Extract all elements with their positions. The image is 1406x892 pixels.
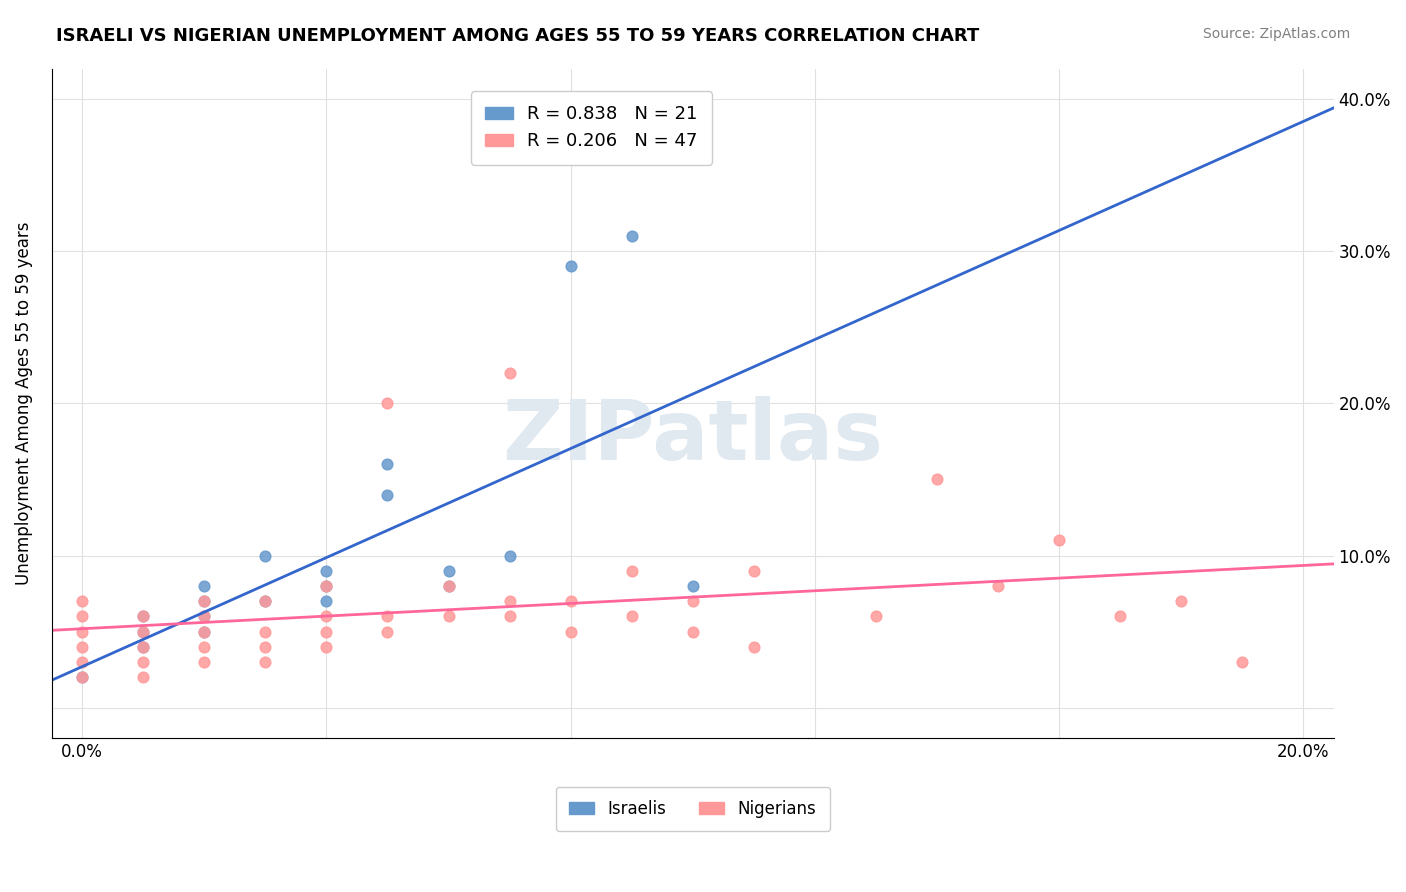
Point	[193, 594, 215, 608]
Point	[193, 640, 215, 654]
Point	[72, 670, 94, 684]
Point	[377, 488, 399, 502]
Point	[377, 457, 399, 471]
Y-axis label: Unemployment Among Ages 55 to 59 years: Unemployment Among Ages 55 to 59 years	[15, 221, 32, 585]
Point	[437, 579, 460, 593]
Point	[132, 624, 155, 639]
Point	[132, 655, 155, 669]
Point	[620, 564, 643, 578]
Point	[315, 624, 337, 639]
Point	[132, 640, 155, 654]
Point	[620, 229, 643, 244]
Point	[560, 594, 582, 608]
Point	[254, 624, 277, 639]
Point	[1109, 609, 1132, 624]
Point	[315, 609, 337, 624]
Point	[682, 594, 704, 608]
Point	[193, 579, 215, 593]
Text: ZIPatlas: ZIPatlas	[502, 396, 883, 477]
Point	[254, 640, 277, 654]
Point	[193, 609, 215, 624]
Point	[437, 579, 460, 593]
Legend: Israelis, Nigerians: Israelis, Nigerians	[555, 787, 830, 831]
Point	[193, 624, 215, 639]
Point	[560, 260, 582, 274]
Point	[620, 609, 643, 624]
Point	[72, 670, 94, 684]
Point	[315, 594, 337, 608]
Point	[72, 655, 94, 669]
Point	[132, 670, 155, 684]
Point	[865, 609, 887, 624]
Point	[254, 549, 277, 563]
Point	[437, 564, 460, 578]
Point	[132, 624, 155, 639]
Point	[315, 564, 337, 578]
Point	[498, 609, 520, 624]
Point	[72, 609, 94, 624]
Point	[193, 609, 215, 624]
Point	[925, 473, 948, 487]
Point	[498, 366, 520, 380]
Point	[132, 609, 155, 624]
Point	[377, 609, 399, 624]
Point	[72, 594, 94, 608]
Point	[132, 609, 155, 624]
Point	[193, 655, 215, 669]
Point	[377, 624, 399, 639]
Point	[193, 594, 215, 608]
Point	[1230, 655, 1253, 669]
Point	[987, 579, 1010, 593]
Text: ISRAELI VS NIGERIAN UNEMPLOYMENT AMONG AGES 55 TO 59 YEARS CORRELATION CHART: ISRAELI VS NIGERIAN UNEMPLOYMENT AMONG A…	[56, 27, 980, 45]
Point	[1170, 594, 1192, 608]
Point	[132, 640, 155, 654]
Point	[437, 609, 460, 624]
Point	[742, 564, 765, 578]
Point	[72, 624, 94, 639]
Point	[254, 655, 277, 669]
Point	[254, 594, 277, 608]
Point	[377, 396, 399, 410]
Point	[498, 594, 520, 608]
Point	[254, 594, 277, 608]
Text: Source: ZipAtlas.com: Source: ZipAtlas.com	[1202, 27, 1350, 41]
Point	[315, 579, 337, 593]
Point	[315, 640, 337, 654]
Point	[72, 640, 94, 654]
Point	[193, 624, 215, 639]
Point	[560, 624, 582, 639]
Point	[315, 579, 337, 593]
Point	[742, 640, 765, 654]
Point	[1047, 533, 1070, 548]
Point	[498, 549, 520, 563]
Point	[682, 579, 704, 593]
Point	[682, 624, 704, 639]
